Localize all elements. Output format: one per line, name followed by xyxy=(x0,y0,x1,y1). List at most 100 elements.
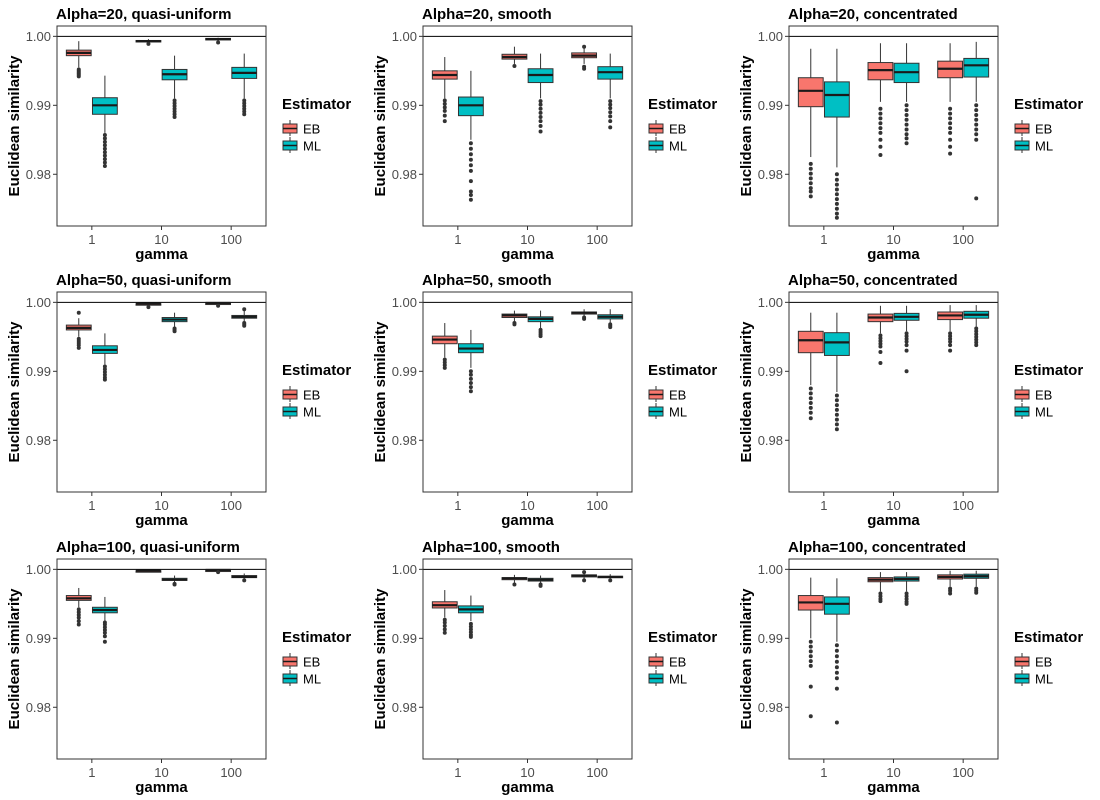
outlier-point xyxy=(834,422,839,427)
outlier-point xyxy=(102,628,107,633)
box-ML-gamma-100 xyxy=(597,53,624,130)
box-EB-gamma-10 xyxy=(135,39,162,46)
outlier-point xyxy=(904,141,909,146)
legend-title: Estimator xyxy=(648,96,717,113)
outlier-point xyxy=(948,339,953,344)
panel-border xyxy=(56,25,267,227)
outlier-point xyxy=(102,639,107,644)
outlier-point xyxy=(808,166,813,171)
outlier-point xyxy=(468,634,473,639)
box-ML-gamma-1 xyxy=(91,333,118,382)
outlier-point xyxy=(974,590,979,595)
x-tick-label: 10 xyxy=(154,498,168,513)
outlier-point xyxy=(608,106,613,111)
outlier-point xyxy=(242,112,247,117)
outlier-point xyxy=(468,369,473,374)
legend-label-ML: ML xyxy=(669,672,687,687)
box-EB-gamma-1 xyxy=(65,587,92,627)
box-EB-gamma-10 xyxy=(867,572,894,604)
chart-panel-3: Alpha=20, concentrated 0.98 0.99 1.00 1 10 100… xyxy=(738,6,1083,263)
y-tick-label: 0.98 xyxy=(392,433,417,448)
box-ML-gamma-10 xyxy=(893,43,920,146)
y-tick-label: 0.99 xyxy=(26,364,51,379)
y-axis-title: Euclidean similarity xyxy=(738,588,755,730)
box-EB-gamma-10 xyxy=(501,574,528,587)
x-axis-title: gamma xyxy=(501,779,554,796)
box-ML-gamma-1 xyxy=(457,70,484,202)
panel-background xyxy=(57,559,266,759)
box-ML-gamma-100 xyxy=(963,570,990,595)
outlier-point xyxy=(974,132,979,137)
outlier-point xyxy=(808,161,813,166)
outlier-point xyxy=(808,176,813,181)
y-tick-label: 1.00 xyxy=(26,562,51,577)
outlier-point xyxy=(102,372,107,377)
legend-title: Estimator xyxy=(1014,629,1083,646)
legend-label-ML: ML xyxy=(303,405,321,420)
x-tick-label: 1 xyxy=(88,765,95,780)
box-EB-gamma-1 xyxy=(431,323,458,370)
outlier-point xyxy=(102,364,107,369)
outlier-point xyxy=(442,365,447,370)
box-EB-gamma-1 xyxy=(797,48,824,199)
box-EB-gamma-1 xyxy=(431,57,458,124)
outlier-point xyxy=(974,127,979,132)
outlier-point xyxy=(102,367,107,372)
panel-title: Alpha=100, quasi-uniform xyxy=(56,539,240,556)
outlier-point xyxy=(538,106,543,111)
outlier-point xyxy=(512,582,517,587)
outlier-point xyxy=(834,177,839,182)
x-tick-label: 100 xyxy=(952,232,974,247)
outlier-point xyxy=(834,676,839,681)
outlier-point xyxy=(904,117,909,122)
outlier-point xyxy=(808,654,813,659)
outlier-point xyxy=(834,720,839,725)
outlier-point xyxy=(808,659,813,664)
legend-label-EB: EB xyxy=(1035,388,1052,403)
outlier-point xyxy=(878,333,883,338)
outlier-point xyxy=(76,612,81,617)
box-EB-gamma-100 xyxy=(205,37,232,45)
outlier-point xyxy=(512,64,517,68)
legend-label-EB: EB xyxy=(303,388,320,403)
outlier-point xyxy=(834,412,839,417)
outlier-point xyxy=(582,570,587,575)
x-tick-label: 10 xyxy=(154,232,168,247)
outlier-point xyxy=(468,381,473,386)
box-EB-gamma-10 xyxy=(135,569,162,573)
box-ML-gamma-100 xyxy=(597,309,624,330)
legend-label-ML: ML xyxy=(669,405,687,420)
box-ML-gamma-100 xyxy=(231,573,258,583)
outlier-point xyxy=(904,348,909,353)
legend-title: Estimator xyxy=(648,629,717,646)
outlier-point xyxy=(442,617,447,622)
outlier-point xyxy=(102,634,107,639)
chart-panel-2: Alpha=20, smooth 0.98 0.99 1.00 1 10 100 gamma E… xyxy=(372,6,717,263)
outlier-point xyxy=(76,74,81,79)
legend-label-EB: EB xyxy=(669,122,686,137)
outlier-point xyxy=(582,316,587,321)
box-body xyxy=(797,330,824,354)
outlier-point xyxy=(904,336,909,341)
outlier-point xyxy=(172,329,177,334)
x-tick-label: 1 xyxy=(454,765,461,780)
x-tick-label: 100 xyxy=(220,498,242,513)
outlier-point xyxy=(468,192,473,197)
box-ML-gamma-10 xyxy=(527,310,554,339)
box-EB-gamma-1 xyxy=(65,310,92,350)
outlier-point xyxy=(948,331,953,336)
outlier-point xyxy=(242,109,247,114)
box-ML-gamma-10 xyxy=(161,575,188,587)
x-tick-label: 100 xyxy=(586,765,608,780)
panel-background xyxy=(57,292,266,492)
outlier-point xyxy=(974,326,979,331)
y-tick-label: 1.00 xyxy=(26,29,51,44)
y-tick-label: 0.99 xyxy=(26,98,51,113)
outlier-point xyxy=(242,106,247,111)
outlier-point xyxy=(974,112,979,117)
x-axis-title: gamma xyxy=(501,512,554,529)
x-tick-label: 1 xyxy=(88,498,95,513)
outlier-point xyxy=(808,186,813,191)
outlier-point xyxy=(102,370,107,374)
outlier-point xyxy=(102,377,107,382)
